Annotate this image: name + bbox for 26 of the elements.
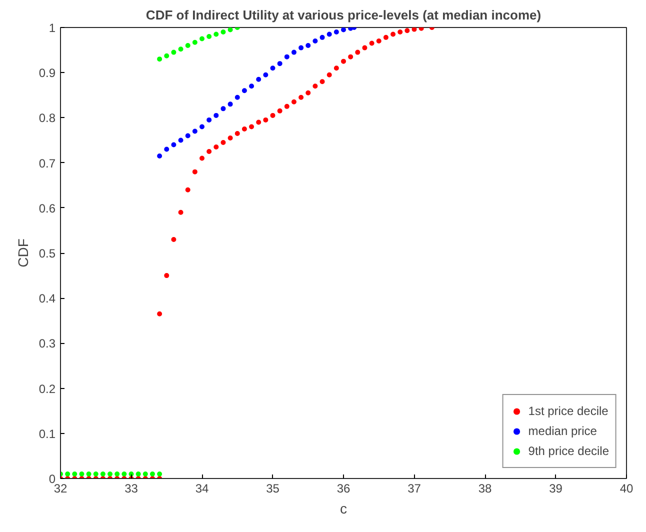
x-tick-label: 37	[408, 482, 422, 496]
x-tick-label: 40	[620, 482, 634, 496]
y-axis-title: CDF	[14, 238, 31, 268]
y-tick-label: 0.7	[38, 156, 56, 170]
x-tick-label: 32	[54, 482, 68, 496]
y-tick-label: 0.3	[38, 336, 56, 351]
y-tick-label: 0	[48, 472, 56, 486]
chart-title: CDF of Indirect Utility at various price-levels (at median income)	[146, 8, 542, 22]
y-tick-label: 1	[48, 21, 56, 35]
legend-label: median price	[528, 424, 597, 438]
x-tick-label: 35	[266, 482, 280, 496]
y-tick-label: 0.2	[38, 382, 56, 396]
y-tick-label: 0.4	[38, 292, 56, 306]
x-tick-label: 33	[124, 482, 138, 496]
x-axis-title: c	[340, 500, 347, 516]
x-tick-label: 39	[549, 482, 563, 496]
x-tick-label: 34	[195, 482, 209, 496]
y-tick-label: 0.8	[38, 111, 56, 126]
y-tick-label: 0.1	[38, 426, 56, 441]
x-tick-label: 38	[478, 482, 492, 496]
legend-label: 1st price decile	[528, 404, 608, 418]
y-tick-label: 0.9	[38, 66, 56, 80]
y-tick-label: 0.5	[38, 246, 56, 260]
legend-label: 9th price decile	[528, 444, 609, 458]
x-tick-label: 36	[336, 482, 350, 496]
y-tick-label: 0.6	[38, 201, 56, 216]
